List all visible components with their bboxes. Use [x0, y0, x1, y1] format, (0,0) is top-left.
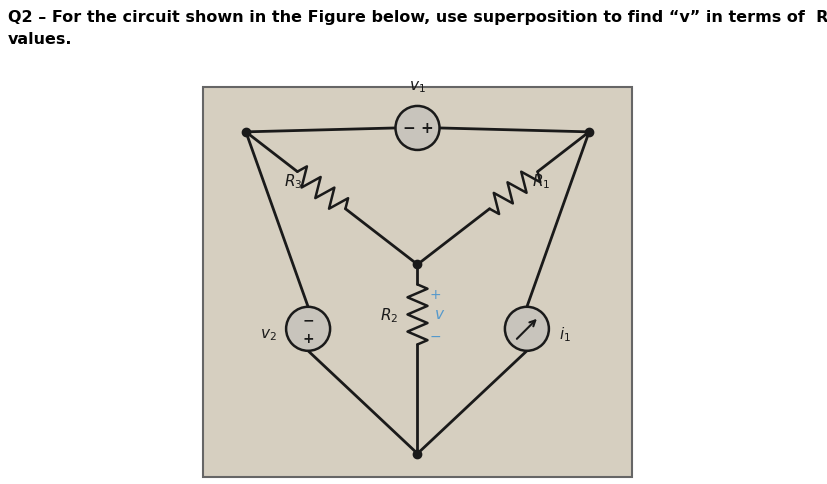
Text: +: +: [419, 121, 433, 136]
Text: $R_3$: $R_3$: [284, 171, 303, 190]
Text: $R_2$: $R_2$: [380, 305, 398, 324]
Text: $R_1$: $R_1$: [532, 171, 550, 190]
Circle shape: [504, 307, 548, 351]
Text: $i_1$: $i_1$: [558, 325, 570, 344]
Circle shape: [395, 107, 439, 151]
Text: +: +: [302, 331, 313, 345]
Text: values.: values.: [8, 32, 73, 47]
Text: $-$: $-$: [429, 328, 441, 342]
Text: $v$: $v$: [433, 308, 445, 322]
Circle shape: [286, 307, 330, 351]
Text: $+$: $+$: [429, 288, 441, 302]
Text: Q2 – For the circuit shown in the Figure below, use superposition to find “v” in: Q2 – For the circuit shown in the Figure…: [8, 10, 827, 25]
Text: −: −: [402, 121, 414, 136]
Text: $v_2$: $v_2$: [260, 326, 276, 342]
Text: −: −: [302, 313, 313, 327]
Text: $v_1$: $v_1$: [409, 79, 425, 95]
Bar: [203, 88, 631, 477]
